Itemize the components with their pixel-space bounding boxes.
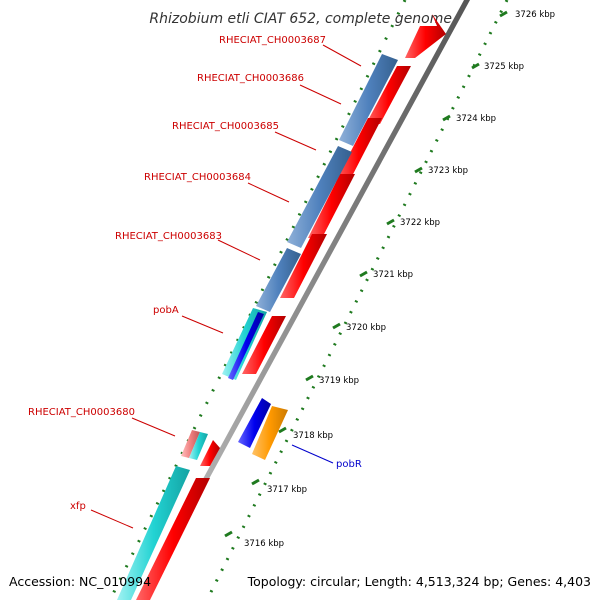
gene-label[interactable]: RHECIAT_CH0003683 [115, 231, 222, 242]
scale-tick-label: 3724 kbp [456, 114, 496, 124]
xfp-cyan-feature [117, 466, 190, 600]
scale-tick [332, 322, 341, 330]
leader-line [274, 131, 317, 151]
feature-track-guide [108, 0, 407, 600]
ch0003680-cyan-feature [189, 432, 208, 460]
scale-tick-label: 3718 kbp [293, 431, 333, 441]
steelblue-feature-track [256, 54, 398, 312]
scale-tick [442, 114, 451, 122]
scale-tick-label: 3719 kbp [319, 376, 359, 386]
scale-tick [386, 218, 395, 226]
scale-tick-label: 3722 kbp [400, 218, 440, 228]
scale-tick-label: 3725 kbp [484, 62, 524, 72]
accession-text: Accession: NC_010994 [9, 574, 151, 589]
leader-line [247, 182, 290, 203]
scale-tick [251, 478, 260, 486]
cds-arrow [200, 440, 220, 466]
scale-tick-label: 3721 kbp [373, 270, 413, 280]
cds-arrow [308, 174, 355, 238]
map-title: Rhizobium etli CIAT 652, complete genome [149, 11, 452, 27]
leader-line [181, 315, 224, 334]
gene-label[interactable]: RHECIAT_CH0003687 [219, 35, 326, 46]
scale-tick [499, 10, 508, 18]
gene-label[interactable]: RHECIAT_CH0003685 [172, 121, 279, 132]
scale-tick [278, 426, 287, 434]
scale-tick-label: 3723 kbp [428, 166, 468, 176]
cds-arrow [366, 66, 411, 124]
scale-tick [359, 270, 368, 278]
leader-line [131, 417, 176, 437]
ch0003680-pink-feature [181, 430, 200, 458]
pobR-blue-feature [238, 398, 271, 448]
gene-label[interactable]: xfp [70, 501, 86, 512]
cds-arrow [136, 478, 210, 600]
pobR-leader-line [291, 444, 334, 464]
scale-track [205, 0, 509, 600]
genome-backbone [137, 0, 470, 600]
cds-arrow [280, 234, 327, 298]
cds-arrow [335, 118, 382, 182]
cds-arrow [242, 316, 286, 374]
scale-tick [414, 166, 423, 174]
gene-label[interactable]: RHECIAT_CH0003684 [144, 172, 251, 183]
leader-line [322, 44, 362, 67]
gene-label[interactable]: RHECIAT_CH0003680 [28, 407, 135, 418]
gene-labels: RHECIAT_CH0003687 RHECIAT_CH0003686 RHEC… [28, 35, 362, 512]
leader-line [217, 239, 261, 261]
scale-tick [471, 62, 480, 70]
feature-block [339, 54, 398, 146]
topology-text: Topology: circular; Length: 4,513,324 bp… [247, 574, 591, 589]
gene-label[interactable]: pobA [153, 305, 179, 316]
scale-ticks: 3726 kbp 3725 kbp 3724 kbp 3723 kbp 3722… [224, 10, 555, 549]
scale-tick [305, 374, 314, 382]
leader-line [299, 84, 342, 105]
scale-tick-label: 3716 kbp [244, 539, 284, 549]
forward-cds-track [136, 14, 446, 600]
pobA-blue-feature [228, 312, 264, 380]
scale-tick [224, 530, 233, 538]
pobR-orange-feature [252, 406, 288, 460]
gene-label[interactable]: RHECIAT_CH0003686 [197, 73, 304, 84]
leader-line [90, 509, 134, 529]
feature-block [287, 146, 352, 248]
scale-tick-label: 3717 kbp [267, 485, 307, 495]
gene-label[interactable]: pobR [336, 459, 362, 470]
cds-arrow [405, 14, 446, 58]
scale-tick-label: 3726 kbp [515, 10, 555, 20]
label-leaders [90, 44, 362, 529]
scale-tick-label: 3720 kbp [346, 323, 386, 333]
feature-block [256, 248, 301, 312]
